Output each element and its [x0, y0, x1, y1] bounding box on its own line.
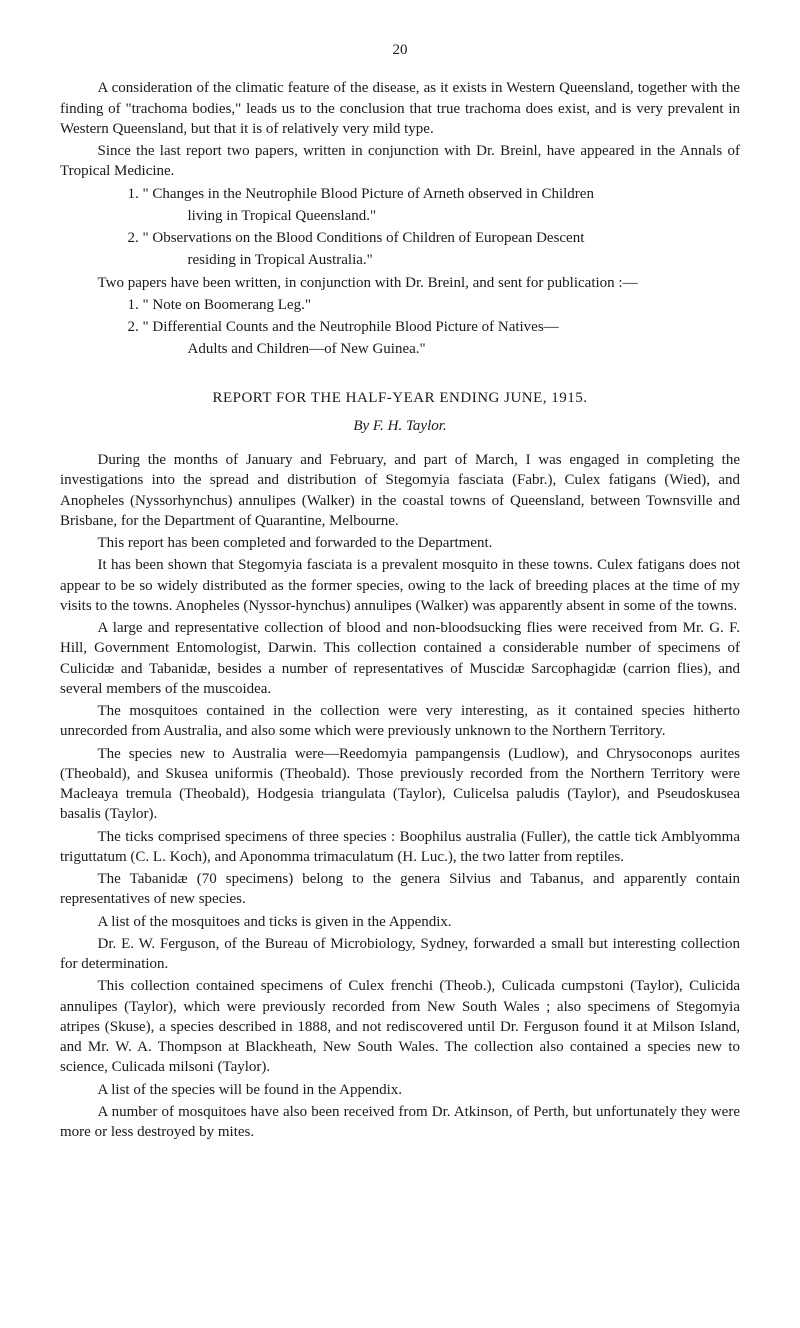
body-paragraph: This report has been completed and forwa…	[60, 533, 740, 553]
body-paragraph: During the months of January and Februar…	[60, 450, 740, 531]
byline: By F. H. Taylor.	[60, 416, 740, 436]
body-paragraph: It has been shown that Stegomyia fasciat…	[60, 555, 740, 616]
list-item: 1. " Changes in the Neutrophile Blood Pi…	[150, 184, 740, 204]
body-paragraph: The mosquitoes contained in the collecti…	[60, 701, 740, 742]
body-paragraph: This collection contained specimens of C…	[60, 976, 740, 1077]
list-item: 1. " Note on Boomerang Leg."	[150, 295, 740, 315]
page-number: 20	[60, 40, 740, 60]
body-paragraph: The ticks comprised specimens of three s…	[60, 827, 740, 868]
body-paragraph: A list of the species will be found in t…	[60, 1080, 740, 1100]
body-paragraph: A number of mosquitoes have also been re…	[60, 1102, 740, 1143]
paragraph: Two papers have been written, in conjunc…	[60, 273, 740, 293]
body-paragraph: A list of the mosquitoes and ticks is gi…	[60, 912, 740, 932]
body-paragraph: The species new to Australia were—Reedom…	[60, 744, 740, 825]
paragraph: Since the last report two papers, writte…	[60, 141, 740, 182]
body-paragraph: A large and representative collection of…	[60, 618, 740, 699]
body-paragraph: Dr. E. W. Ferguson, of the Bureau of Mic…	[60, 934, 740, 975]
list-item: 2. " Differential Counts and the Neutrop…	[150, 317, 740, 337]
paragraph: A consideration of the climatic feature …	[60, 78, 740, 139]
list-item-continuation: Adults and Children—of New Guinea."	[188, 339, 741, 359]
list-item-continuation: residing in Tropical Australia."	[188, 250, 741, 270]
list-item: 2. " Observations on the Blood Condition…	[150, 228, 740, 248]
list-item-continuation: living in Tropical Queensland."	[188, 206, 741, 226]
body-paragraph: The Tabanidæ (70 specimens) belong to th…	[60, 869, 740, 910]
report-title: REPORT FOR THE HALF-YEAR ENDING JUNE, 19…	[60, 388, 740, 408]
